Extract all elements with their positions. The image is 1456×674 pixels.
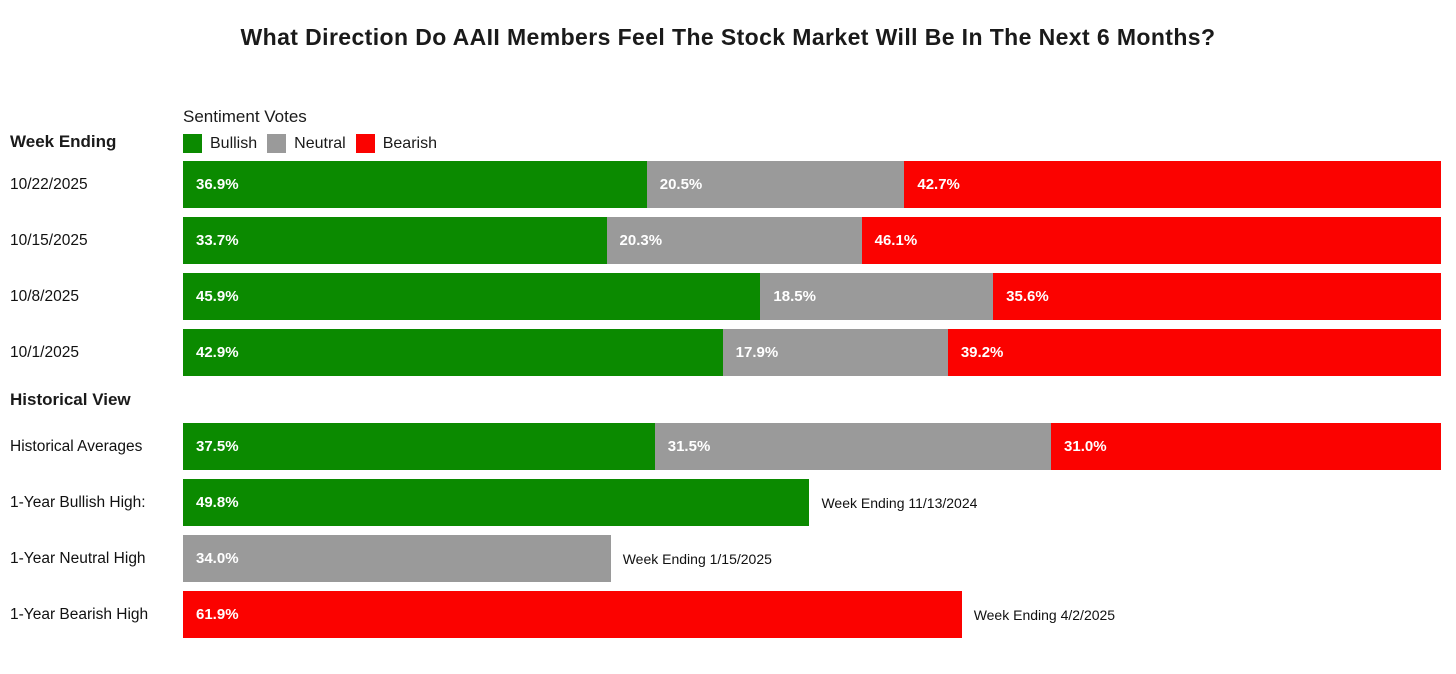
table-row: 10/15/2025 33.7% 20.3% 46.1%: [0, 217, 1441, 264]
legend-item-bullish: Bullish: [183, 134, 257, 153]
row-label: 1-Year Neutral High: [10, 549, 146, 567]
bar-segment-bearish: 31.0%: [1051, 423, 1441, 470]
bar-track: 34.0% Week Ending 1/15/2025: [183, 535, 1441, 582]
bar-value-label: 20.3%: [619, 232, 663, 249]
bar-annotation: Week Ending 1/15/2025: [622, 550, 772, 567]
bar-segment-bearish: 39.2%: [947, 329, 1441, 376]
bar-track: 37.5% 31.5% 31.0%: [183, 423, 1441, 470]
bar-segment-bullish: 36.9%: [183, 161, 647, 208]
bar-value-label: 36.9%: [196, 176, 239, 193]
bar-segment-bullish: 45.9%: [183, 273, 761, 320]
bar-value-label: 34.0%: [196, 550, 239, 567]
bar-segment-neutral: 34.0%: [183, 535, 611, 582]
bar-segment-neutral: 31.5%: [654, 423, 1052, 470]
bar-value-label: 31.0%: [1064, 438, 1107, 455]
bar-track: 42.9% 17.9% 39.2%: [183, 329, 1441, 376]
legend-swatch-bearish: [355, 134, 375, 153]
bar-segment-bearish: 42.7%: [904, 161, 1441, 208]
legend-area: Week Ending Sentiment Votes Bullish Neutr…: [0, 107, 1456, 161]
bar-value-label: 49.8%: [196, 494, 239, 511]
table-row: 1-Year Neutral High 34.0% Week Ending 1/1…: [0, 535, 1441, 582]
legend-item-bearish: Bearish: [355, 134, 437, 153]
bar-track: 49.8% Week Ending 11/13/2024: [183, 479, 1441, 526]
legend-swatch-neutral: [267, 134, 287, 153]
table-row: 1-Year Bullish High: 49.8% Week Ending 11…: [0, 479, 1441, 526]
bar-track: 61.9% Week Ending 4/2/2025: [183, 591, 1441, 638]
table-row: 10/1/2025 42.9% 17.9% 39.2%: [0, 329, 1441, 376]
bar-track: 45.9% 18.5% 35.6%: [183, 273, 1441, 320]
row-label: 10/15/2025: [10, 231, 88, 249]
weekly-rows: 10/22/2025 36.9% 20.5% 42.7% 10/15/2025 33…: [0, 161, 1456, 376]
legend-items: Bullish Neutral Bearish: [183, 134, 1456, 153]
legend-label: Bullish: [210, 134, 258, 152]
table-row: 1-Year Bearish High 61.9% Week Ending 4/2…: [0, 591, 1441, 638]
bar-value-label: 61.9%: [196, 606, 239, 623]
legend-label: Bearish: [382, 134, 437, 152]
bar-annotation: Week Ending 4/2/2025: [973, 606, 1116, 623]
bar-value-label: 42.7%: [917, 176, 960, 193]
table-row: 10/8/2025 45.9% 18.5% 35.6%: [0, 273, 1441, 320]
bar-value-label: 31.5%: [667, 438, 711, 455]
bar-segment-bearish: 35.6%: [993, 273, 1441, 320]
bar-annotation: Week Ending 11/13/2024: [821, 494, 978, 511]
row-label: 1-Year Bearish High: [10, 605, 149, 623]
historical-rows: Historical Averages 37.5% 31.5% 31.0% 1-Ye…: [0, 423, 1456, 638]
bar-track: 36.9% 20.5% 42.7%: [183, 161, 1441, 208]
bar-segment-neutral: 18.5%: [760, 273, 994, 320]
left-column-header: Week Ending: [0, 132, 183, 161]
bar-value-label: 39.2%: [960, 344, 1004, 361]
bar-value-label: 42.9%: [196, 344, 239, 361]
bar-segment-bullish: 49.8%: [183, 479, 810, 526]
row-label: 10/8/2025: [10, 287, 79, 305]
bar-value-label: 17.9%: [735, 344, 779, 361]
legend-swatch-bullish: [183, 134, 202, 153]
row-label: 10/22/2025: [10, 175, 88, 193]
bar-segment-bearish: 46.1%: [861, 217, 1441, 264]
bar-segment-neutral: 20.3%: [606, 217, 862, 264]
bar-track: 33.7% 20.3% 46.1%: [183, 217, 1441, 264]
bar-segment-neutral: 17.9%: [722, 329, 948, 376]
row-label: Historical Averages: [10, 437, 143, 455]
legend: Sentiment Votes Bullish Neutral Bearish: [183, 107, 1456, 161]
bar-segment-bullish: 42.9%: [183, 329, 723, 376]
bar-value-label: 35.6%: [1006, 288, 1049, 305]
legend-label: Neutral: [294, 134, 346, 152]
bar-value-label: 37.5%: [196, 438, 239, 455]
legend-item-neutral: Neutral: [267, 134, 346, 153]
row-label: 10/1/2025: [10, 343, 79, 361]
historical-view-header: Historical View: [10, 390, 131, 409]
bar-value-label: 45.9%: [196, 288, 239, 305]
page-title: What Direction Do AAII Members Feel The …: [240, 24, 1216, 50]
row-label: 1-Year Bullish High:: [10, 493, 146, 511]
table-row: Historical Averages 37.5% 31.5% 31.0%: [0, 423, 1441, 470]
bar-value-label: 20.5%: [659, 176, 703, 193]
bar-value-label: 18.5%: [773, 288, 816, 305]
bar-segment-bullish: 33.7%: [183, 217, 607, 264]
bar-value-label: 33.7%: [196, 232, 239, 249]
bar-segment-neutral: 20.5%: [646, 161, 905, 208]
bar-segment-bearish: 61.9%: [183, 591, 962, 638]
week-ending-header: Week Ending: [10, 132, 117, 151]
table-row: 10/22/2025 36.9% 20.5% 42.7%: [0, 161, 1441, 208]
legend-title: Sentiment Votes: [183, 107, 307, 126]
bar-value-label: 46.1%: [874, 232, 918, 249]
bar-segment-bullish: 37.5%: [183, 423, 655, 470]
